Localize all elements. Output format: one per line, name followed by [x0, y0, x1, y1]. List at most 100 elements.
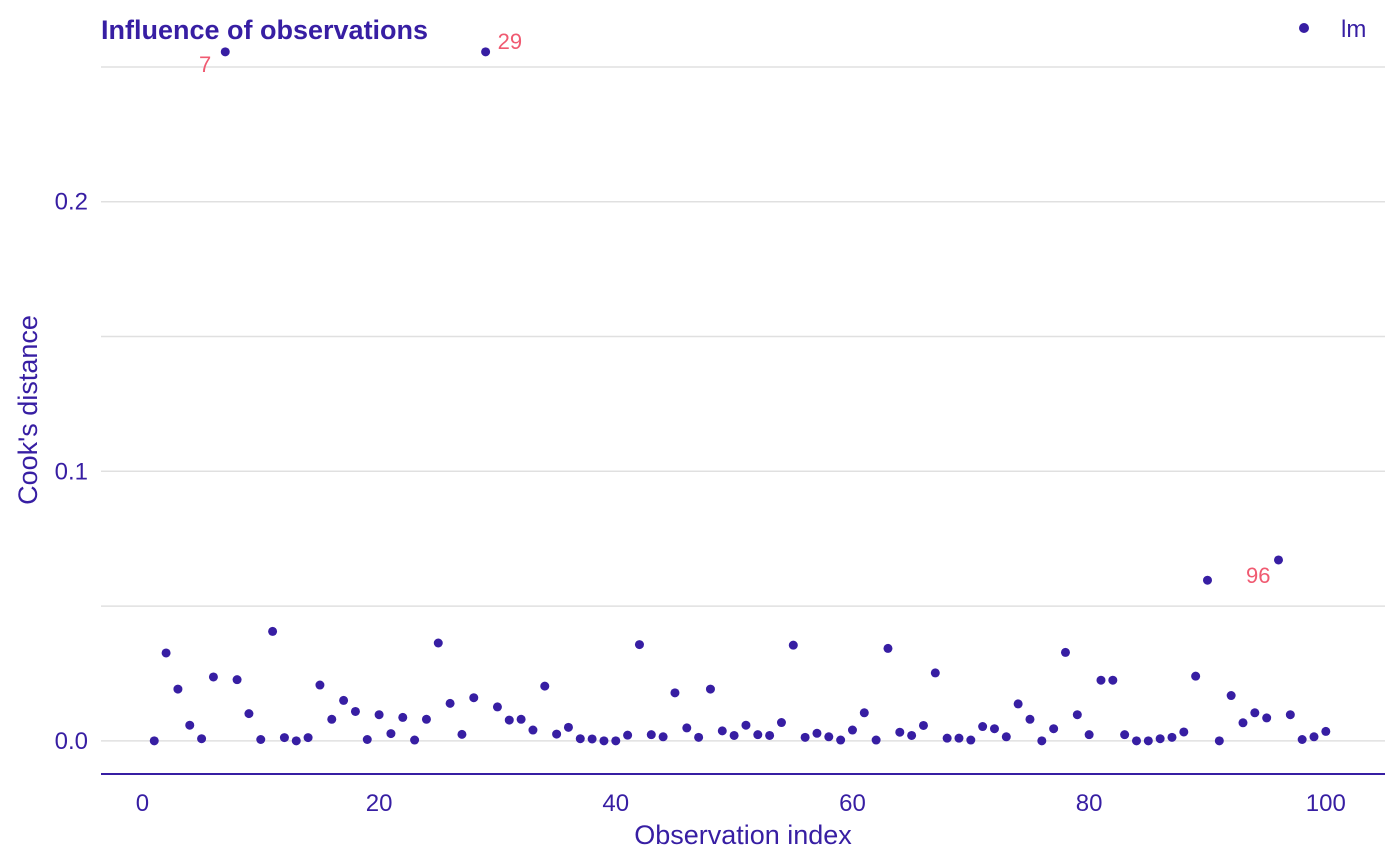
x-axis-title: Observation index: [634, 820, 852, 850]
data-point: [1321, 726, 1331, 736]
data-point: [1072, 710, 1082, 720]
data-point: [327, 714, 337, 724]
data-point: [966, 735, 976, 745]
data-point: [1096, 675, 1106, 685]
data-point: [907, 730, 917, 740]
data-point: [421, 714, 431, 724]
data-point: [1013, 699, 1023, 709]
data-point: [563, 722, 573, 732]
data-point: [1238, 718, 1248, 728]
point-label-7: 7: [199, 52, 211, 77]
data-point: [504, 715, 514, 725]
data-point: [800, 732, 810, 742]
data-point: [1001, 732, 1011, 742]
data-point: [611, 736, 621, 746]
data-point: [197, 734, 207, 744]
data-point: [386, 729, 396, 739]
data-point: [457, 729, 467, 739]
data-point: [208, 672, 218, 682]
data-point: [469, 693, 479, 703]
y-tick-labels: 0.0 0.1 0.2: [55, 189, 88, 755]
x-tick-labels: 0 20 40 60 80 100: [136, 790, 1346, 817]
legend-marker: [1299, 23, 1309, 33]
data-point: [1309, 732, 1319, 742]
point-label-96: 96: [1246, 563, 1270, 588]
data-point: [303, 733, 313, 743]
data-point: [812, 728, 822, 738]
data-point: [705, 684, 715, 694]
x-tick-label: 20: [366, 790, 393, 817]
data-point: [646, 730, 656, 740]
data-point: [1060, 647, 1070, 657]
data-point: [930, 668, 940, 678]
data-point: [658, 732, 668, 742]
x-tick-label: 40: [602, 790, 629, 817]
data-point: [883, 643, 893, 653]
data-point: [717, 726, 727, 736]
data-point: [824, 732, 834, 742]
x-tick-label: 0: [136, 790, 149, 817]
point-label-29: 29: [498, 29, 522, 54]
y-tick-label: 0.2: [55, 189, 88, 216]
data-point: [1037, 736, 1047, 746]
data-point: [291, 736, 301, 746]
data-point: [185, 720, 195, 730]
data-point: [918, 720, 928, 730]
data-point: [1049, 724, 1059, 734]
data-point: [587, 734, 597, 744]
data-point: [942, 733, 952, 743]
data-point: [149, 736, 159, 746]
data-point: [989, 724, 999, 734]
data-point: [1131, 736, 1141, 746]
data-point: [244, 709, 254, 719]
data-point: [161, 648, 171, 658]
x-tick-label: 100: [1306, 790, 1346, 817]
data-point: [279, 733, 289, 743]
data-point: [410, 735, 420, 745]
data-point: [1155, 734, 1165, 744]
data-point: [374, 710, 384, 720]
data-point: [552, 729, 562, 739]
data-point: [256, 734, 266, 744]
data-point: [599, 736, 609, 746]
data-point: [623, 730, 633, 740]
data-point: [1262, 713, 1272, 723]
data-point: [1250, 708, 1260, 718]
data-point: [433, 638, 443, 648]
data-point: [847, 725, 857, 735]
point-annotations: 7 29 96: [199, 29, 1270, 588]
data-point: [339, 695, 349, 705]
data-point: [1108, 675, 1118, 685]
data-point: [694, 732, 704, 742]
data-point: [670, 688, 680, 698]
data-point: [765, 730, 775, 740]
data-point: [753, 730, 763, 740]
data-point: [173, 684, 183, 694]
x-tick-label: 80: [1076, 790, 1103, 817]
x-tick-label: 60: [839, 790, 866, 817]
data-point: [978, 722, 988, 732]
data-point: [859, 708, 869, 718]
legend: lm: [1299, 16, 1366, 43]
grid-lines: [101, 66, 1385, 742]
data-point: [492, 702, 502, 712]
data-point: [634, 640, 644, 650]
data-point: [398, 712, 408, 722]
data-point: [1285, 710, 1295, 720]
data-point: [362, 734, 372, 744]
data-point: [1297, 734, 1307, 744]
data-point: [1273, 555, 1283, 565]
data-point: [682, 723, 692, 733]
data-point: [232, 675, 242, 685]
data-point: [741, 720, 751, 730]
y-axis-title: Cook's distance: [13, 315, 43, 505]
legend-label-lm: lm: [1341, 16, 1366, 43]
data-point: [1191, 671, 1201, 681]
data-point: [729, 730, 739, 740]
data-point: [315, 680, 325, 690]
data-point: [516, 714, 526, 724]
data-point: [268, 626, 278, 636]
y-tick-label: 0.0: [55, 728, 88, 755]
data-point: [445, 698, 455, 708]
data-point: [895, 727, 905, 737]
